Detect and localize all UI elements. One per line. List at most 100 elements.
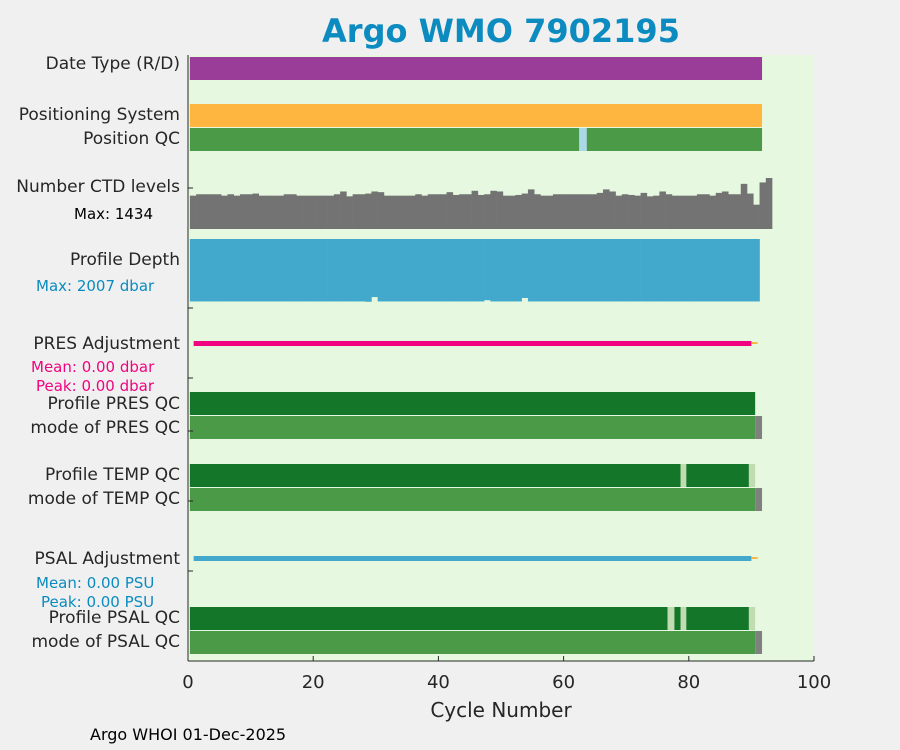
depth-bar xyxy=(659,239,666,302)
ctd-bar xyxy=(434,194,441,229)
ctd-bar xyxy=(753,204,760,229)
depth-bar xyxy=(264,239,272,302)
depth-bar xyxy=(352,239,360,302)
depth-bar xyxy=(484,239,491,301)
psal-qc-segment xyxy=(680,607,687,630)
ctd-bar xyxy=(377,192,385,229)
depth-bar xyxy=(603,239,610,302)
ctd-bar xyxy=(571,194,579,229)
ctd-bar xyxy=(690,195,698,229)
depth-bar xyxy=(452,239,460,302)
depth-bar xyxy=(408,239,416,302)
ctd-bar xyxy=(421,195,429,229)
ctd-bar xyxy=(534,194,541,229)
row-label-psal-qc: Profile PSAL QC xyxy=(48,608,180,628)
depth-bar xyxy=(221,239,228,302)
pres-adj-segment xyxy=(193,341,752,346)
ctd-bar xyxy=(296,195,303,229)
footer-credit: Argo WHOI 01-Dec-2025 xyxy=(90,725,287,744)
depth-bar xyxy=(346,239,353,302)
row-label-ctd: Number CTD levels xyxy=(16,177,180,197)
ctd-bar xyxy=(302,195,310,229)
depth-bar xyxy=(421,239,429,302)
ctd-bar xyxy=(277,195,285,229)
ctd-bar xyxy=(308,195,316,229)
depth-bar xyxy=(490,239,497,302)
ctd-bar xyxy=(515,194,522,229)
ctd-bar xyxy=(208,194,216,229)
depth-bar xyxy=(434,239,441,302)
depth-bar xyxy=(415,239,422,302)
ctd-bar xyxy=(521,193,529,229)
row-label-pres-adj: PRES Adjustment xyxy=(33,334,180,354)
row-label-position-qc: Position QC xyxy=(83,129,180,149)
depth-bar xyxy=(546,239,554,302)
ctd-bar xyxy=(527,189,535,229)
ctd-bar xyxy=(703,194,710,229)
ctd-bar xyxy=(290,194,297,229)
ctd-bar xyxy=(452,194,460,229)
psal-adj-segment xyxy=(751,557,758,559)
psal-qc-segment xyxy=(748,607,756,630)
ctd-bar xyxy=(459,194,466,229)
psal-mode-segment xyxy=(755,631,763,654)
ctd-bar xyxy=(546,195,554,229)
depth-bar xyxy=(753,239,760,302)
row-label-psal-adj: PSAL Adjustment xyxy=(34,549,180,569)
psal-qc-segment xyxy=(686,607,749,630)
row-label-pres-mode: mode of PRES QC xyxy=(30,418,180,438)
ctd-bar xyxy=(646,196,654,229)
depth-bar xyxy=(615,239,623,302)
position-qc-segment xyxy=(586,128,763,151)
depth-bar xyxy=(628,239,635,302)
depth-bar xyxy=(502,239,510,302)
date-type-segment xyxy=(189,57,763,80)
ctd-bar xyxy=(484,194,491,229)
depth-bar xyxy=(696,239,704,302)
temp-qc-segment xyxy=(680,464,687,487)
x-tick-label: 80 xyxy=(677,672,700,693)
depth-bar xyxy=(196,239,203,302)
ctd-bar xyxy=(684,195,691,229)
depth-bar xyxy=(396,239,404,302)
ctd-bar xyxy=(540,195,547,229)
ctd-bar xyxy=(653,195,660,229)
depth-bar xyxy=(709,239,717,302)
ctd-bar xyxy=(214,194,222,229)
ctd-bar xyxy=(471,190,479,229)
depth-bar xyxy=(678,239,685,302)
ctd-bar xyxy=(340,191,347,229)
pres-mean: Mean: 0.00 dbar xyxy=(31,358,155,376)
ctd-bar xyxy=(365,193,372,229)
pres-peak: Peak: 0.00 dbar xyxy=(36,377,155,395)
pres-adj-segment xyxy=(751,342,758,344)
depth-bar xyxy=(390,239,397,302)
ctd-bar xyxy=(408,195,416,229)
depth-bar xyxy=(665,239,673,302)
positioning-segment xyxy=(189,104,763,127)
depth-bar xyxy=(371,239,378,298)
ctd-bar xyxy=(477,194,485,229)
ctd-bar xyxy=(634,195,641,229)
ctd-bar xyxy=(371,191,378,229)
ctd-bar xyxy=(264,195,272,229)
psal-qc-segment xyxy=(189,607,668,630)
ctd-bar xyxy=(415,194,422,229)
depth-bar xyxy=(740,239,748,302)
depth-bar xyxy=(271,239,278,302)
depth-bar xyxy=(728,239,735,302)
row-label-positioning: Positioning System xyxy=(18,105,180,125)
ctd-bar xyxy=(252,193,260,229)
depth-bar xyxy=(534,239,541,302)
depth-bar xyxy=(296,239,303,302)
depth-bar xyxy=(596,239,604,302)
depth-bar xyxy=(315,239,322,302)
ctd-bar xyxy=(565,194,573,229)
ctd-bar xyxy=(239,194,247,229)
depth-bar xyxy=(290,239,297,302)
x-tick-label: 60 xyxy=(552,672,575,693)
ctd-bar xyxy=(603,189,610,229)
depth-bar xyxy=(671,239,679,302)
